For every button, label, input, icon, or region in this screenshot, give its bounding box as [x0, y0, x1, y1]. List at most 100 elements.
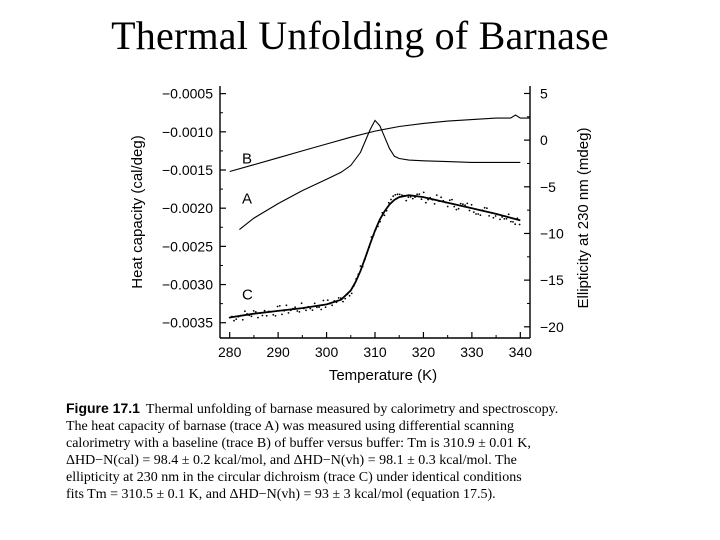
series-point-C — [494, 215, 497, 217]
series-point-C — [470, 203, 473, 206]
series-point-C — [270, 311, 272, 313]
series-point-C — [370, 236, 373, 238]
series-point-C — [431, 198, 434, 201]
x-tick-label: 330 — [460, 344, 484, 360]
series-point-C — [425, 201, 427, 204]
series-point-C — [350, 292, 353, 295]
series-point-C — [278, 305, 281, 307]
series-point-C — [396, 193, 399, 196]
series-point-C — [228, 316, 231, 319]
series-point-C — [405, 199, 408, 202]
series-point-C — [466, 202, 469, 205]
series-point-C — [453, 205, 456, 208]
y-right-tick-label: 0 — [540, 132, 548, 148]
series-point-C — [342, 300, 344, 303]
series-point-C — [462, 203, 464, 206]
series-point-C — [368, 246, 371, 249]
series-point-C — [446, 205, 449, 208]
y-left-tick-label: −0.0025 — [162, 238, 213, 254]
series-point-C — [344, 297, 347, 300]
series-point-C — [427, 198, 429, 201]
x-tick-label: 280 — [218, 344, 242, 360]
chart-series — [228, 114, 530, 322]
series-point-C — [257, 316, 259, 319]
series-point-C — [379, 220, 381, 223]
series-point-C — [505, 217, 508, 220]
y-left-tick-label: −0.0005 — [162, 86, 213, 102]
series-point-C — [507, 213, 510, 216]
caption-text-0: Thermal unfolding of barnase measured by… — [145, 402, 559, 417]
series-point-C — [250, 315, 253, 318]
y-right-tick-label: 5 — [540, 85, 548, 101]
series-point-C — [403, 194, 405, 197]
series-point-C — [488, 215, 490, 217]
series-point-C — [416, 193, 418, 196]
series-point-C — [348, 294, 351, 297]
slide-title: Thermal Unfolding of Barnase — [111, 13, 609, 58]
series-point-C — [518, 223, 521, 226]
series-point-C — [322, 299, 325, 302]
series-point-C — [237, 315, 240, 318]
series-point-C — [429, 196, 432, 199]
series-point-C — [372, 234, 375, 237]
chart-labels: Temperature (K) Heat capacity (cal/deg) El… — [129, 128, 592, 384]
chart-ticks: 280 290 300 310 320 330 340 −0.0005 −0.0010 −0.00… — [162, 85, 564, 360]
series-point-C — [244, 310, 246, 313]
series-point-C — [440, 196, 442, 199]
series-point-C — [457, 207, 460, 210]
series-point-C — [283, 309, 286, 312]
series-point-C — [241, 318, 244, 321]
caption-line-0: Figure 17.1 Thermal unfolding of barnase … — [66, 400, 666, 418]
series-point-C — [418, 193, 421, 196]
x-tick-label: 340 — [509, 344, 533, 360]
series-point-C — [281, 313, 283, 316]
series-point-C — [320, 308, 323, 311]
y-axis-label-left: Heat capacity (cal/deg) — [129, 135, 146, 288]
series-point-C — [231, 315, 233, 318]
series-point-C — [287, 312, 290, 314]
y-left-tick-label: −0.0030 — [162, 277, 213, 293]
series-point-C — [464, 204, 466, 207]
series-point-C — [355, 278, 357, 280]
caption-line-4: ellipticity at 230 nm in the circular di… — [66, 470, 522, 485]
series-point-C — [357, 273, 360, 276]
series-point-C — [496, 213, 499, 216]
series-point-C — [326, 299, 329, 301]
series-point-C — [503, 218, 506, 220]
series-point-C — [510, 220, 512, 223]
series-point-C — [481, 209, 484, 212]
series-line-C — [229, 194, 521, 319]
series-point-C — [239, 314, 242, 317]
series-point-C — [438, 200, 440, 203]
series-point-C — [490, 211, 493, 214]
series-point-C — [233, 319, 235, 322]
series-point-C — [516, 217, 519, 220]
series-point-C — [261, 314, 264, 317]
series-point-C — [398, 193, 401, 196]
series-point-C — [285, 304, 288, 307]
thermal-unfolding-chart: 280 290 300 310 320 330 340 −0.0005 −0.0010 −0.00… — [129, 85, 592, 384]
series-point-C — [483, 206, 486, 209]
series-point-C — [268, 310, 270, 313]
series-point-C — [235, 318, 238, 320]
series-point-C — [311, 309, 314, 311]
x-tick-label: 290 — [266, 344, 290, 360]
series-point-C — [422, 191, 425, 194]
figure-caption: Figure 17.1 Thermal unfolding of barnase … — [66, 400, 666, 503]
series-point-C — [300, 302, 303, 305]
series-point-C — [331, 304, 333, 307]
x-tick-label: 320 — [412, 344, 436, 360]
x-tick-label: 310 — [363, 344, 387, 360]
series-point-C — [292, 307, 294, 310]
series-point-C — [248, 314, 251, 317]
series-point-C — [259, 312, 262, 314]
series-point-C — [459, 202, 462, 205]
y-left-tick-label: −0.0020 — [162, 200, 213, 216]
series-point-C — [444, 201, 447, 204]
series-point-C — [479, 214, 482, 217]
caption-line-1: The heat capacity of barnase (trace A) w… — [66, 419, 514, 434]
series-point-C — [448, 199, 451, 202]
series-point-C — [475, 213, 477, 215]
series-point-C — [394, 194, 397, 196]
series-point-C — [387, 201, 390, 204]
